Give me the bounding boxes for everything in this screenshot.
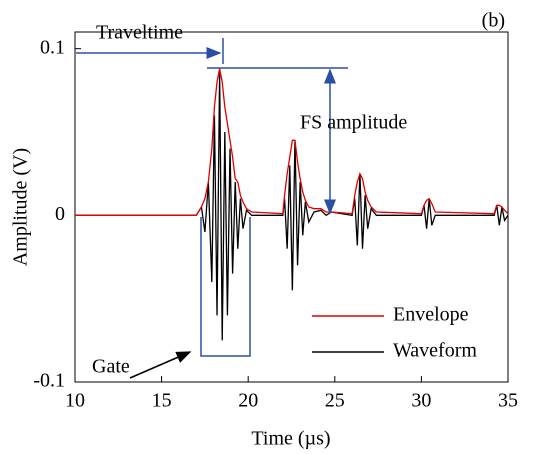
x-tick-label: 20 [238, 390, 258, 412]
x-tick-label: 35 [498, 390, 518, 412]
gate-arrow [129, 351, 192, 379]
y-axis-label: Amplitude (V) [10, 148, 32, 266]
panel-label: (b) [482, 10, 505, 32]
y-tick-label: -0.1 [33, 370, 65, 392]
gate-box [200, 217, 251, 357]
x-tick-label: 15 [152, 390, 172, 412]
annotation-shapes [76, 38, 348, 357]
plot-frame [74, 31, 509, 383]
x-tick-label: 10 [65, 390, 85, 412]
plot-area: 10 15 20 25 30 35 -0.1 0 0.1 [33, 31, 518, 412]
x-axis-label: Time (µs) [251, 428, 330, 450]
annotation: Traveltime [96, 22, 183, 44]
annotation: FS amplitude [300, 112, 407, 134]
x-tick-label: 25 [325, 390, 345, 412]
legend-label: Waveform [393, 340, 477, 362]
series-line [75, 71, 509, 341]
x-tick-label: 30 [411, 390, 431, 412]
annotation: Gate [92, 356, 130, 378]
y-tick-label: 0.1 [40, 36, 65, 58]
legend-label: Envelope [393, 304, 469, 326]
series-line [75, 68, 509, 216]
y-tick-label: 0 [55, 203, 65, 225]
